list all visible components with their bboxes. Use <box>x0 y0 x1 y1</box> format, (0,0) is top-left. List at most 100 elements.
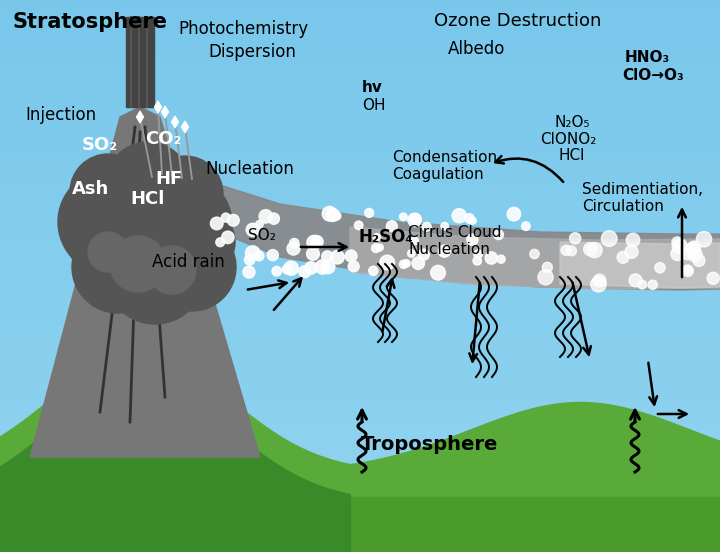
Circle shape <box>380 255 395 270</box>
Bar <box>0 529 720 535</box>
Bar <box>0 71 720 77</box>
Bar <box>0 21 720 28</box>
Polygon shape <box>350 227 720 289</box>
Circle shape <box>322 251 333 262</box>
Text: CO₂: CO₂ <box>145 130 181 148</box>
Bar <box>0 220 720 226</box>
Bar <box>0 446 720 453</box>
Bar <box>0 192 720 199</box>
Bar <box>0 534 720 541</box>
Bar <box>0 109 720 116</box>
Text: hv: hv <box>362 80 383 95</box>
Bar <box>0 43 720 50</box>
Circle shape <box>365 209 374 217</box>
Circle shape <box>245 254 255 265</box>
Circle shape <box>58 170 162 274</box>
Text: Circulation: Circulation <box>582 199 664 214</box>
Circle shape <box>422 222 431 231</box>
Circle shape <box>148 223 236 311</box>
Circle shape <box>693 254 705 267</box>
Circle shape <box>593 274 606 287</box>
Circle shape <box>707 272 719 284</box>
Bar <box>0 170 720 177</box>
Circle shape <box>105 224 205 324</box>
Circle shape <box>148 246 196 294</box>
Circle shape <box>441 222 449 230</box>
Bar <box>0 391 720 397</box>
Bar <box>0 507 720 513</box>
Polygon shape <box>171 116 179 128</box>
Bar <box>0 352 720 359</box>
Bar <box>0 275 720 282</box>
Text: Albedo: Albedo <box>448 40 505 58</box>
Circle shape <box>333 212 341 220</box>
Bar <box>0 463 720 469</box>
Bar <box>0 523 720 530</box>
Text: Dispersion: Dispersion <box>208 43 296 61</box>
Bar <box>0 325 720 331</box>
Text: Injection: Injection <box>25 106 96 124</box>
Circle shape <box>322 206 337 221</box>
Circle shape <box>538 269 553 285</box>
Bar <box>0 291 720 298</box>
Circle shape <box>106 142 190 226</box>
Bar <box>0 418 720 425</box>
Circle shape <box>221 213 230 222</box>
Polygon shape <box>560 242 720 288</box>
Bar <box>0 297 720 304</box>
Circle shape <box>315 260 330 274</box>
Circle shape <box>284 261 298 275</box>
Text: Condensation,: Condensation, <box>392 150 502 165</box>
Bar <box>126 17 154 107</box>
Bar <box>0 402 720 408</box>
Circle shape <box>654 263 665 273</box>
Circle shape <box>110 236 166 292</box>
Circle shape <box>494 230 503 240</box>
Bar <box>0 198 720 204</box>
Bar <box>0 490 720 497</box>
Circle shape <box>272 267 282 276</box>
Bar <box>0 142 720 149</box>
Bar <box>0 280 720 287</box>
Polygon shape <box>136 111 143 123</box>
Bar <box>0 440 720 447</box>
Text: SO₂: SO₂ <box>248 228 276 243</box>
Bar <box>0 429 720 436</box>
Text: OH: OH <box>362 98 385 113</box>
Circle shape <box>372 244 380 252</box>
Circle shape <box>497 255 505 263</box>
Bar <box>0 10 720 17</box>
Bar <box>0 264 720 270</box>
Circle shape <box>542 262 552 272</box>
Text: N₂O₅: N₂O₅ <box>555 115 590 130</box>
Text: SO₂: SO₂ <box>82 136 118 154</box>
Bar <box>0 187 720 193</box>
Circle shape <box>648 280 657 289</box>
Circle shape <box>210 217 223 230</box>
Text: HCl: HCl <box>558 148 585 163</box>
Circle shape <box>521 222 530 230</box>
Circle shape <box>88 232 128 272</box>
Text: Stratosphere: Stratosphere <box>12 12 167 32</box>
Bar <box>0 225 720 232</box>
Text: HCl: HCl <box>130 190 164 208</box>
Bar <box>0 374 720 381</box>
Bar <box>0 87 720 94</box>
Circle shape <box>267 250 279 261</box>
Circle shape <box>683 265 692 274</box>
Circle shape <box>402 259 410 267</box>
Circle shape <box>256 220 264 228</box>
Circle shape <box>587 242 602 258</box>
Bar <box>0 358 720 364</box>
Circle shape <box>289 238 299 248</box>
Bar <box>0 452 720 458</box>
Bar <box>0 153 720 160</box>
Bar <box>0 540 720 546</box>
Bar <box>0 247 720 254</box>
Bar <box>0 302 720 309</box>
Circle shape <box>431 266 446 280</box>
Circle shape <box>330 251 344 264</box>
Circle shape <box>629 274 642 287</box>
Bar <box>0 496 720 502</box>
Bar <box>0 258 720 265</box>
